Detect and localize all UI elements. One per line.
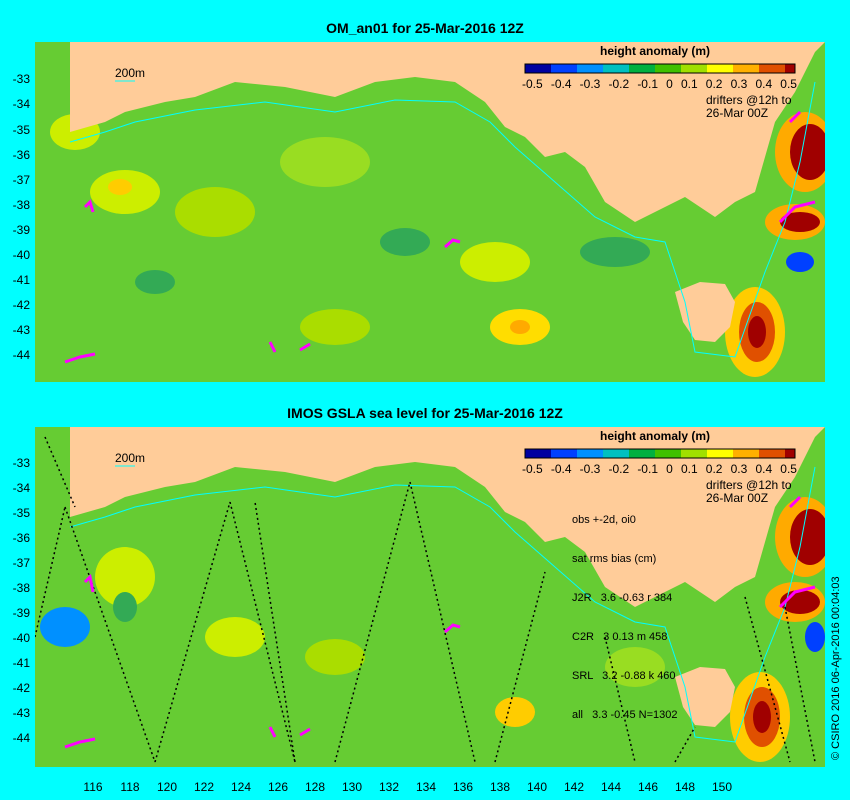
stats-line: J2R 3.6 -0.63 r 384 [572,592,673,604]
cbar-tick: 0.4 [755,77,773,91]
isobath-label-2: 200m [115,451,146,465]
colorbar2-labels: -0.5 -0.4 -0.3 -0.2 -0.1 0 0.1 0.2 0.3 0… [522,462,797,476]
ytick: -35 [12,506,30,520]
panel1-title: OM_an01 for 25-Mar-2016 12Z [326,20,524,36]
ytick: -44 [12,731,30,745]
colorbar1-labels: -0.5 -0.4 -0.3 -0.2 -0.1 0 0.1 0.2 0.3 0… [522,77,797,91]
cbar-tick: -0.2 [608,462,630,476]
ytick: -43 [12,323,30,337]
xtick: 148 [674,780,696,794]
ytick: -38 [12,581,30,595]
ytick: -34 [12,481,30,495]
cbar-tick: -0.2 [608,77,630,91]
xtick: 124 [230,780,252,794]
stats-line: C2R 3 0.13 m 458 [572,631,668,643]
drifter-tracks [64,110,816,364]
drifter-tracks [64,495,816,749]
xtick: 146 [637,780,659,794]
drifters-label-2a: drifters @12h to [706,478,792,492]
stats-box: obs +-2d, oi0 sat rms bias (cm) J2R 3.6 … [572,488,678,735]
xtick: 142 [563,780,585,794]
ytick: -42 [12,681,30,695]
ytick: -36 [12,148,30,162]
ytick: -41 [12,273,30,287]
cbar-tick: 0 [666,77,673,91]
panel2-title: IMOS GSLA sea level for 25-Mar-2016 12Z [287,405,563,421]
ytick: -40 [12,631,30,645]
xtick: 140 [526,780,548,794]
ytick: -43 [12,706,30,720]
xtick: 138 [489,780,511,794]
cbar-tick: -0.3 [579,77,601,91]
colorbar-bar [524,448,796,459]
ytick: -37 [12,556,30,570]
cbar-tick: 0.1 [680,462,698,476]
cbar-tick: -0.4 [550,77,572,91]
panel2-map [35,427,825,767]
cbar-tick: -0.5 [522,77,543,91]
ytick: -40 [12,248,30,262]
ytick: -44 [12,348,30,362]
isobath-200m-line [69,466,816,743]
drifters-label-2b: 26-Mar 00Z [706,491,769,505]
xtick: 128 [304,780,326,794]
xtick: 130 [341,780,363,794]
cbar-tick: -0.4 [550,462,572,476]
ytick: -41 [12,656,30,670]
colorbar-bar [524,63,796,74]
xtick: 122 [193,780,215,794]
xtick: 116 [83,780,103,794]
cbar-tick: 0.5 [780,462,797,476]
xtick: 136 [452,780,474,794]
cbar-tick: -0.1 [637,462,658,476]
ytick: -37 [12,173,30,187]
stats-line: SRL 3.2 -0.88 k 460 [572,670,676,682]
copyright-text: © CSIRO 2016 06-Apr-2016 00:04:03 [830,576,842,760]
stats-line: all 3.3 -0.45 N=1302 [572,709,678,721]
xtick: 134 [415,780,437,794]
map-svg [35,42,825,382]
isobath-label-1: 200m [115,66,146,80]
xtick: 150 [711,780,733,794]
cbar-tick: 0 [666,462,673,476]
australia-land [70,427,825,607]
cbar-tick: 0.4 [755,462,773,476]
xtick: 118 [120,780,140,794]
xtick: 120 [156,780,178,794]
drifters-label-1b: 26-Mar 00Z [706,106,769,120]
anomaly-field [50,112,825,377]
cbar-tick: 0.2 [705,77,723,91]
cbar-tick: 0.1 [680,77,698,91]
ytick: -33 [12,72,30,86]
isobath-200m-line [69,81,816,358]
cbar-tick: 0.3 [730,462,748,476]
panel1-map [35,42,825,382]
ytick: -38 [12,198,30,212]
cbar-tick: 0.3 [730,77,748,91]
australia-land [70,42,825,222]
ytick: -34 [12,97,30,111]
stats-line: sat rms bias (cm) [572,553,657,565]
drifters-label-1a: drifters @12h to [706,93,792,107]
ytick: -33 [12,456,30,470]
cbar-tick: 0.2 [705,462,723,476]
cbar-tick: -0.5 [522,462,543,476]
xtick: 144 [600,780,622,794]
ytick: -42 [12,298,30,312]
colorbar1-title: height anomaly (m) [600,44,711,58]
stats-line: obs +-2d, oi0 [572,514,636,526]
xtick: 126 [267,780,289,794]
map-svg [35,427,825,767]
ytick: -39 [12,223,30,237]
satellite-tracks [35,436,816,763]
ytick: -39 [12,606,30,620]
colorbar2-title: height anomaly (m) [600,429,711,443]
cbar-tick: -0.1 [637,77,658,91]
ytick: -36 [12,531,30,545]
cbar-tick: -0.3 [579,462,601,476]
xtick: 132 [378,780,400,794]
cbar-tick: 0.5 [780,77,797,91]
ytick: -35 [12,123,30,137]
